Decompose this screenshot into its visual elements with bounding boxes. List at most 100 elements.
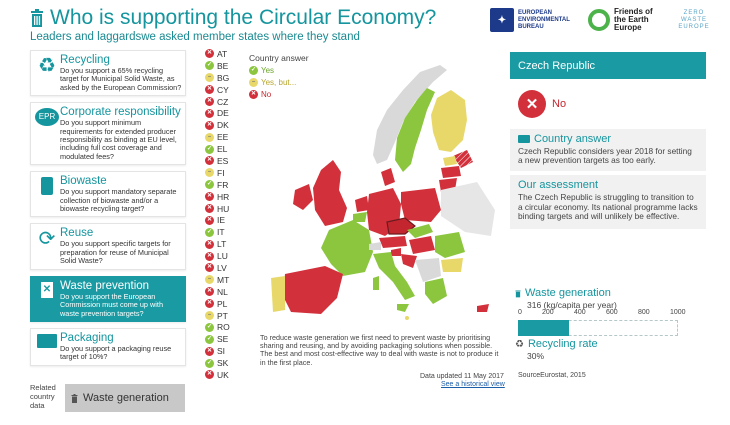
map-finland[interactable] bbox=[431, 90, 467, 152]
map-poland[interactable] bbox=[401, 188, 441, 222]
map-belgium[interactable] bbox=[353, 212, 367, 222]
waste-generation-title: Waste generation bbox=[525, 287, 611, 299]
menu-item-recycling[interactable]: ♻ Recycling Do you support a 65% recycling… bbox=[30, 50, 186, 97]
country-item-se[interactable]: ✓ SE bbox=[205, 333, 245, 345]
country-item-lt[interactable]: ✕ LT bbox=[205, 238, 245, 250]
map-malta[interactable] bbox=[405, 316, 409, 320]
map-balkans bbox=[415, 258, 441, 282]
map-croatia[interactable] bbox=[401, 254, 417, 268]
menu-item-waste-prevention[interactable]: ✕ Waste prevention Do you support the Euro… bbox=[30, 275, 186, 322]
assessment-text: The Czech Republic is struggling to tran… bbox=[518, 192, 698, 221]
zw-logo[interactable]: ZERO WASTE EUROPE bbox=[678, 9, 710, 30]
country-code: EL bbox=[217, 144, 228, 155]
map-estonia[interactable] bbox=[443, 156, 457, 166]
recycling-rate-value: 30% bbox=[527, 351, 545, 361]
map-uk[interactable] bbox=[313, 160, 347, 226]
map-france[interactable] bbox=[321, 220, 373, 276]
country-item-si[interactable]: ✕ SI bbox=[205, 345, 245, 357]
map-sicily[interactable] bbox=[397, 304, 409, 312]
country-item-ro[interactable]: ✓ RO bbox=[205, 321, 245, 333]
country-code: PL bbox=[217, 298, 228, 309]
map-greece[interactable] bbox=[425, 278, 447, 304]
country-item-be[interactable]: ✓ BE bbox=[205, 60, 245, 72]
country-item-pt[interactable]: – PT bbox=[205, 310, 245, 322]
country-item-it[interactable]: ✓ IT bbox=[205, 226, 245, 238]
country-item-fr[interactable]: ✓ FR bbox=[205, 179, 245, 191]
country-item-hu[interactable]: ✕ HU bbox=[205, 203, 245, 215]
map-ireland[interactable] bbox=[293, 184, 313, 210]
country-item-cy[interactable]: ✕ CY bbox=[205, 84, 245, 96]
map-denmark[interactable] bbox=[381, 168, 395, 186]
waste-generation-bar bbox=[518, 320, 569, 336]
eeb-logo[interactable]: ✦ EUROPEAN ENVIRONMENTAL BUREAU bbox=[490, 8, 578, 32]
map-slovakia[interactable] bbox=[407, 224, 433, 238]
map-netherlands[interactable] bbox=[355, 196, 369, 212]
panel-answer: ✕ No bbox=[510, 79, 706, 129]
legend-title: Country answer bbox=[249, 53, 309, 63]
cross-icon: ✕ bbox=[205, 299, 214, 309]
country-item-fi[interactable]: – FI bbox=[205, 167, 245, 179]
map-sweden[interactable] bbox=[395, 88, 435, 172]
country-item-dk[interactable]: ✕ DK bbox=[205, 119, 245, 131]
menu-item-desc: Do you support mandatory separate collec… bbox=[60, 187, 177, 214]
map-austria[interactable] bbox=[379, 236, 407, 248]
check-icon: ✓ bbox=[205, 322, 214, 332]
menu-item-biowaste[interactable]: Biowaste Do you support mandatory separat… bbox=[30, 171, 186, 218]
country-item-lu[interactable]: ✕ LU bbox=[205, 250, 245, 262]
legend-yes-label: Yes bbox=[261, 66, 275, 75]
map-hungary[interactable] bbox=[409, 236, 435, 254]
country-code: NL bbox=[217, 286, 228, 297]
historical-view-link[interactable]: See a historical view bbox=[441, 381, 505, 388]
country-item-pl[interactable]: ✕ PL bbox=[205, 298, 245, 310]
menu-item-corporate-responsibility[interactable]: EPR Corporate responsibility Do you suppor… bbox=[30, 102, 186, 166]
country-item-uk[interactable]: ✕ UK bbox=[205, 369, 245, 381]
country-item-at[interactable]: ✕ AT bbox=[205, 48, 245, 60]
country-item-ee[interactable]: – EE bbox=[205, 131, 245, 143]
foe-logo[interactable]: Friends of the Earth Europe bbox=[588, 8, 662, 32]
menu-item-body: Biowaste Do you support mandatory separat… bbox=[60, 175, 183, 213]
country-item-nl[interactable]: ✕ NL bbox=[205, 286, 245, 298]
map-sardinia[interactable] bbox=[373, 276, 379, 290]
legend-yes-but-label: Yes, but... bbox=[261, 78, 297, 87]
map-portugal[interactable] bbox=[271, 276, 285, 312]
map-cyprus[interactable] bbox=[477, 304, 489, 312]
country-item-sk[interactable]: ✓ SK bbox=[205, 357, 245, 369]
country-item-ie[interactable]: ✕ IE bbox=[205, 214, 245, 226]
dash-icon: – bbox=[205, 275, 214, 285]
menu-item-reuse[interactable]: ⟳ Reuse Do you support specific targets fo… bbox=[30, 223, 186, 270]
country-item-lv[interactable]: ✕ LV bbox=[205, 262, 245, 274]
menu-item-packaging[interactable]: Packaging Do you support a packaging reus… bbox=[30, 327, 186, 366]
cross-icon: ✕ bbox=[205, 263, 214, 273]
country-code: IE bbox=[217, 215, 226, 226]
cross-icon: ✕ bbox=[518, 90, 546, 118]
title-row: Who is supporting the Circular Economy? bbox=[30, 6, 436, 30]
map-slovenia[interactable] bbox=[391, 248, 401, 256]
menu-item-desc: Do you support a packaging reuse target … bbox=[60, 343, 172, 362]
country-item-el[interactable]: ✓ EL bbox=[205, 143, 245, 155]
country-item-de[interactable]: ✕ DE bbox=[205, 107, 245, 119]
country-item-cz[interactable]: ✕ CZ bbox=[205, 96, 245, 108]
menu-item-body: Reuse Do you support specific targets for… bbox=[60, 227, 183, 265]
map-east bbox=[441, 182, 495, 236]
country-code: ES bbox=[217, 155, 229, 166]
map-italy[interactable] bbox=[373, 252, 415, 300]
waste-generation-value: 316 (kg/capita per year) bbox=[527, 300, 617, 310]
assessment-box: Our assessment The Czech Republic is str… bbox=[510, 175, 706, 230]
country-code: PT bbox=[217, 310, 228, 321]
map-spain[interactable] bbox=[283, 266, 343, 314]
partner-logos: ✦ EUROPEAN ENVIRONMENTAL BUREAU Friends … bbox=[490, 8, 716, 32]
country-item-es[interactable]: ✕ ES bbox=[205, 155, 245, 167]
dash-icon: – bbox=[205, 168, 214, 178]
map-caption: To reduce waste generation we first need… bbox=[260, 333, 499, 367]
legend-yes: ✓ Yes bbox=[249, 66, 319, 75]
country-item-hr[interactable]: ✕ HR bbox=[205, 191, 245, 203]
map-romania[interactable] bbox=[435, 232, 465, 258]
country-item-mt[interactable]: – MT bbox=[205, 274, 245, 286]
country-item-bg[interactable]: – BG bbox=[205, 72, 245, 84]
country-list: ✕ AT ✓ BE – BG ✕ CY ✕ CZ ✕ DE ✕ DK – EE ✓ EL ✕ ES – FI ✓ FR ✕ HR ✕… bbox=[205, 48, 245, 381]
waste-generation-button[interactable]: Waste generation bbox=[65, 384, 185, 412]
assessment-title-row: Our assessment bbox=[518, 179, 698, 191]
packaging-icon bbox=[34, 332, 60, 362]
map-bulgaria[interactable] bbox=[441, 258, 463, 272]
map-latvia[interactable] bbox=[441, 166, 461, 178]
